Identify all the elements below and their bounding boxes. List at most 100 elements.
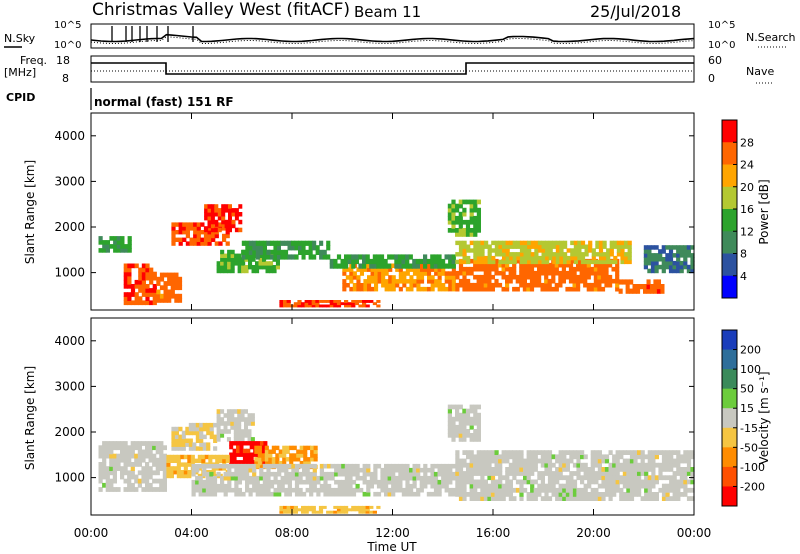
- heatmap-cell: [159, 293, 165, 299]
- heatmap-cell: [329, 510, 334, 514]
- heatmap-cell: [480, 244, 485, 249]
- heatmap-cell: [686, 454, 692, 460]
- heatmap-cell: [568, 278, 574, 284]
- heatmap-cell: [293, 505, 298, 509]
- heatmap-cell: [220, 417, 225, 422]
- heatmap-cell: [544, 467, 549, 472]
- heatmap-cell: [232, 456, 237, 461]
- heatmap-cell: [455, 471, 460, 476]
- heatmap-cell: [162, 478, 167, 484]
- heatmap-cell: [541, 244, 546, 249]
- heatmap-cell: [480, 259, 485, 265]
- heatmap-cell: [145, 288, 150, 293]
- heatmap-cell: [626, 492, 631, 497]
- heatmap-cell: [409, 279, 414, 284]
- heatmap-cell: [473, 412, 478, 418]
- heatmap-cell: [358, 263, 363, 269]
- heatmap-cell: [234, 261, 239, 266]
- heatmap-cell: [476, 248, 481, 253]
- heatmap-cell: [222, 237, 227, 242]
- heatmap-cell: [547, 450, 553, 455]
- heatmap-cell: [112, 474, 117, 480]
- heatmap-cell: [547, 454, 553, 460]
- heatmap-cell: [273, 240, 278, 246]
- heatmap-cell: [223, 253, 228, 258]
- heatmap-cell: [455, 270, 460, 276]
- heatmap-cell: [333, 304, 338, 308]
- heatmap-cell: [215, 454, 220, 460]
- heatmap-cell: [222, 454, 227, 460]
- heatmap-cell: [167, 298, 172, 303]
- heatmap-cell: [530, 496, 535, 501]
- heatmap-cell: [537, 487, 542, 493]
- heatmap-cell: [494, 458, 499, 464]
- heatmap-cell: [508, 278, 513, 284]
- heatmap-cell: [291, 471, 296, 477]
- heatmap-cell: [247, 421, 252, 426]
- heatmap-cell: [458, 479, 464, 485]
- heatmap-cell: [434, 279, 439, 284]
- heatmap-cell: [455, 240, 460, 246]
- heatmap-cell: [216, 437, 221, 442]
- heatmap-cell: [458, 416, 463, 422]
- heatmap-cell: [223, 421, 228, 426]
- heatmap-cell: [171, 442, 176, 447]
- heatmap-cell: [480, 278, 485, 284]
- heatmap-cell: [214, 208, 219, 213]
- heatmap-cell: [686, 487, 692, 493]
- heatmap-cell: [661, 260, 666, 266]
- heatmap-cell: [130, 487, 135, 492]
- heatmap-cell: [683, 450, 688, 455]
- heatmap-cell: [130, 462, 135, 467]
- heatmap-cell: [197, 458, 202, 463]
- heatmap-cell: [241, 467, 246, 473]
- heatmap-cell: [516, 255, 521, 261]
- heatmap-cell: [105, 466, 110, 471]
- heatmap-cell: [330, 487, 335, 493]
- heatmap-cell: [137, 482, 142, 488]
- heatmap-cell: [127, 457, 132, 463]
- heatmap-cell: [130, 292, 136, 297]
- heatmap-cell: [171, 230, 176, 235]
- heatmap-cell: [647, 483, 652, 489]
- heatmap-cell: [669, 454, 674, 460]
- heatmap-cell: [476, 244, 481, 249]
- heatmap-cell: [234, 215, 239, 221]
- heatmap-cell: [191, 483, 196, 489]
- heatmap-cell: [130, 263, 136, 269]
- heatmap-cell: [576, 262, 581, 268]
- heatmap-cell: [195, 487, 200, 493]
- heatmap-cell: [476, 266, 481, 272]
- heatmap-cell: [509, 255, 514, 261]
- heatmap-cell: [661, 475, 667, 481]
- heatmap-cell: [555, 240, 560, 246]
- heatmap-cell: [344, 505, 349, 509]
- heatmap-cell: [323, 487, 328, 493]
- heatmap-cell: [505, 240, 510, 246]
- heatmap-cell: [149, 292, 154, 297]
- heatmap-cell: [362, 479, 367, 485]
- heatmap-cell: [636, 284, 641, 290]
- heatmap-cell: [423, 258, 428, 265]
- heatmap-cell: [333, 258, 338, 265]
- heatmap-cell: [466, 282, 471, 288]
- heatmap-cell: [279, 508, 284, 512]
- heatmap-cell: [337, 479, 342, 485]
- heatmap-cell: [672, 492, 677, 497]
- heatmap-cell: [340, 302, 345, 306]
- heatmap-cell: [487, 244, 492, 249]
- heatmap-cell: [522, 266, 527, 272]
- heatmap-cell: [458, 483, 464, 489]
- heatmap-cell: [241, 240, 246, 246]
- heatmap-cell: [437, 467, 442, 473]
- heatmap-cell: [633, 467, 638, 472]
- heatmap-cell: [512, 487, 517, 493]
- heatmap-cell: [441, 267, 446, 272]
- heatmap-cell: [223, 425, 228, 430]
- heatmap-cell: [523, 462, 528, 468]
- heatmap-cell: [612, 487, 617, 493]
- heatmap-cell: [420, 271, 425, 276]
- heatmap-cell: [255, 487, 260, 493]
- heatmap-cell: [480, 483, 485, 489]
- heatmap-cell: [233, 429, 238, 434]
